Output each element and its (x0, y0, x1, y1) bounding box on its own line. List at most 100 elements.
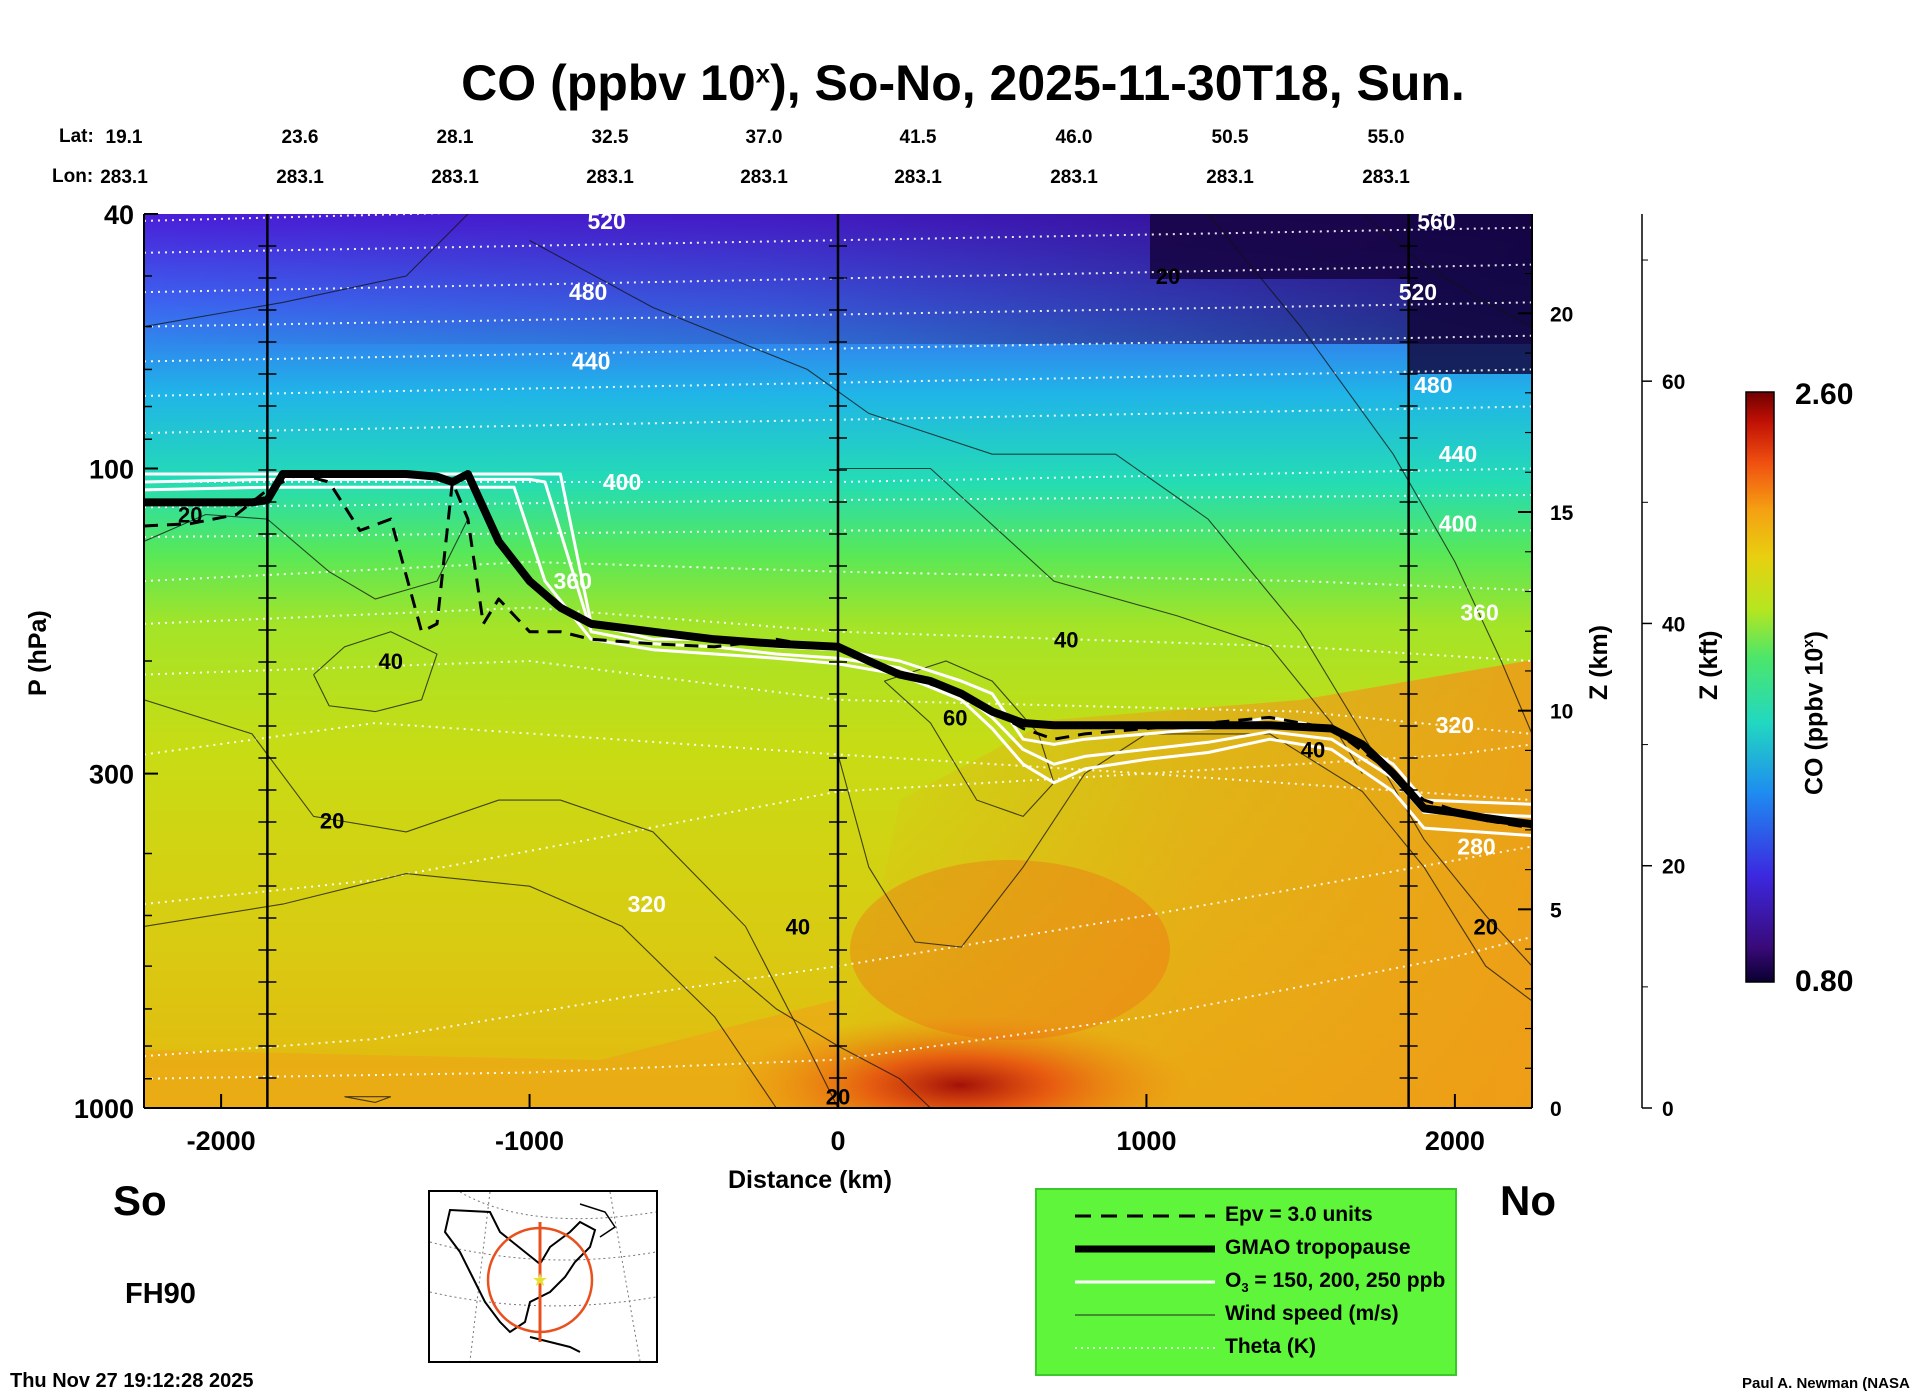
z-km-tick-label: 15 (1550, 502, 1574, 525)
theta-label: 280 (1457, 833, 1495, 859)
lat-value: 32.5 (592, 127, 629, 148)
lat-value: 55.0 (1368, 127, 1405, 148)
wind-contour (344, 1096, 391, 1103)
lat-value: 37.0 (746, 127, 783, 148)
wind-contour (144, 513, 469, 600)
wind-contour (313, 631, 438, 713)
forecast-hour-label: FH90 (125, 1278, 196, 1310)
theta-contour (144, 721, 1532, 802)
wind-contour (1207, 214, 1532, 735)
legend-dashed-swatch (1075, 1214, 1215, 1218)
x-tick-label: -2000 (187, 1126, 256, 1156)
lon-value: 283.1 (894, 167, 942, 188)
wind-contour (144, 214, 469, 328)
legend-item-ozone: O3 = 150, 200, 250 ppb (1037, 1266, 1455, 1298)
lat-value: 41.5 (900, 127, 937, 148)
theta-label: 440 (572, 348, 610, 374)
y-tick-label: 40 (104, 200, 134, 230)
timestamp: Thu Nov 27 19:12:28 2025 (10, 1370, 254, 1392)
colorbar (1745, 391, 1775, 983)
legend-item-theta: Theta (K) (1037, 1332, 1455, 1364)
theta-label: 360 (1460, 600, 1498, 626)
lat-value: 46.0 (1056, 127, 1093, 148)
south-label: So (113, 1177, 167, 1224)
z-kft-tick-label: 20 (1662, 856, 1685, 879)
theta-label: 480 (569, 279, 607, 305)
lon-value: 283.1 (1050, 167, 1098, 188)
x-tick-label: 0 (830, 1126, 845, 1156)
theta-label: 560 (1417, 208, 1455, 234)
wind-contour (144, 699, 839, 1108)
theta-labels: 520 480 440 400 360 320 560 520 480 440 400 360 320 2… (554, 208, 1499, 917)
legend-label-wind: Wind speed (m/s) (1225, 1302, 1399, 1325)
lon-value: 283.1 (1362, 167, 1410, 188)
legend-item-wind: Wind speed (m/s) (1037, 1299, 1455, 1331)
theta-label: 400 (603, 469, 641, 495)
lat-value: 19.1 (106, 127, 143, 148)
wind-label: 40 (379, 649, 403, 674)
lon-value: 283.1 (1206, 167, 1254, 188)
epv-line (144, 472, 1532, 830)
wind-label: 40 (1054, 627, 1078, 652)
theta-label: 360 (554, 568, 592, 594)
gmao-tropopause-line (144, 470, 1532, 829)
lon-value: 283.1 (100, 167, 148, 188)
x-tick-label: 2000 (1425, 1126, 1485, 1156)
wind-label: 40 (786, 914, 810, 939)
theta-label: 440 (1439, 441, 1477, 467)
z-km-tick-label: 0 (1550, 1098, 1562, 1121)
wind-label: 60 (943, 705, 967, 730)
wind-label: 20 (1156, 264, 1180, 289)
legend-label-epv: Epv = 3.0 units (1225, 1203, 1373, 1226)
legend-label-theta: Theta (K) (1225, 1335, 1316, 1358)
legend-dotted-swatch (1075, 1347, 1215, 1349)
z-kft-tick-label: 60 (1662, 371, 1685, 394)
axis-ticks (144, 213, 1652, 1109)
legend: Epv = 3.0 units GMAO tropopause O3 = 150… (1035, 1188, 1457, 1376)
wind-label: 20 (320, 808, 344, 833)
lon-label: Lon: (52, 166, 94, 187)
wind-label: 20 (1473, 914, 1497, 939)
legend-thick-swatch (1075, 1245, 1215, 1253)
wind-label: 20 (178, 502, 202, 527)
lat-value: 50.5 (1212, 127, 1249, 148)
colorbar-max-label: 2.60 (1795, 378, 1854, 411)
tropopause-line (144, 470, 1532, 829)
legend-label-ozone: O3 = 150, 200, 250 ppb (1225, 1269, 1446, 1296)
x-tick-label: 1000 (1116, 1126, 1176, 1156)
wind-contour (144, 873, 777, 1108)
credit-label: Paul A. Newman (NASA (1742, 1375, 1910, 1392)
y-tick-label: 300 (89, 760, 134, 790)
theta-label: 520 (587, 208, 625, 234)
theta-label: 320 (628, 891, 666, 917)
legend-white-swatch (1075, 1280, 1215, 1284)
center-star-icon: ★ (532, 1270, 548, 1290)
legend-label-tropopause: GMAO tropopause (1225, 1236, 1411, 1259)
theta-contour (144, 743, 1532, 906)
epv-dashed-line (144, 472, 1532, 830)
wind-label: 40 (1301, 737, 1325, 762)
lat-label: Lat: (59, 126, 94, 147)
chart-title: CO (ppbv 10x), So-No, 2025-11-30T18, Sun… (461, 55, 1465, 111)
theta-label: 400 (1439, 511, 1477, 537)
legend-item-tropopause: GMAO tropopause (1037, 1233, 1455, 1265)
z-kft-tick-label: 40 (1662, 613, 1685, 636)
wind-contours (144, 214, 1532, 1108)
wind-contour (838, 467, 1363, 774)
wind-label: 20 (826, 1085, 850, 1110)
y-tick-label: 100 (89, 454, 134, 484)
z-km-tick-label: 10 (1550, 701, 1573, 724)
z-km-tick-label: 20 (1550, 303, 1573, 326)
theta-contour (144, 214, 447, 222)
theta-label: 480 (1414, 372, 1452, 398)
x-tick-label: -1000 (495, 1126, 564, 1156)
lon-value: 283.1 (586, 167, 634, 188)
wind-contour (1362, 214, 1532, 328)
colorbar-min-label: 0.80 (1795, 965, 1854, 998)
track-map: ★ (428, 1190, 658, 1363)
z-kft-tick-label: 0 (1662, 1098, 1674, 1121)
lon-value: 283.1 (431, 167, 479, 188)
lon-value: 283.1 (276, 167, 324, 188)
z-km-tick-label: 5 (1550, 899, 1562, 922)
